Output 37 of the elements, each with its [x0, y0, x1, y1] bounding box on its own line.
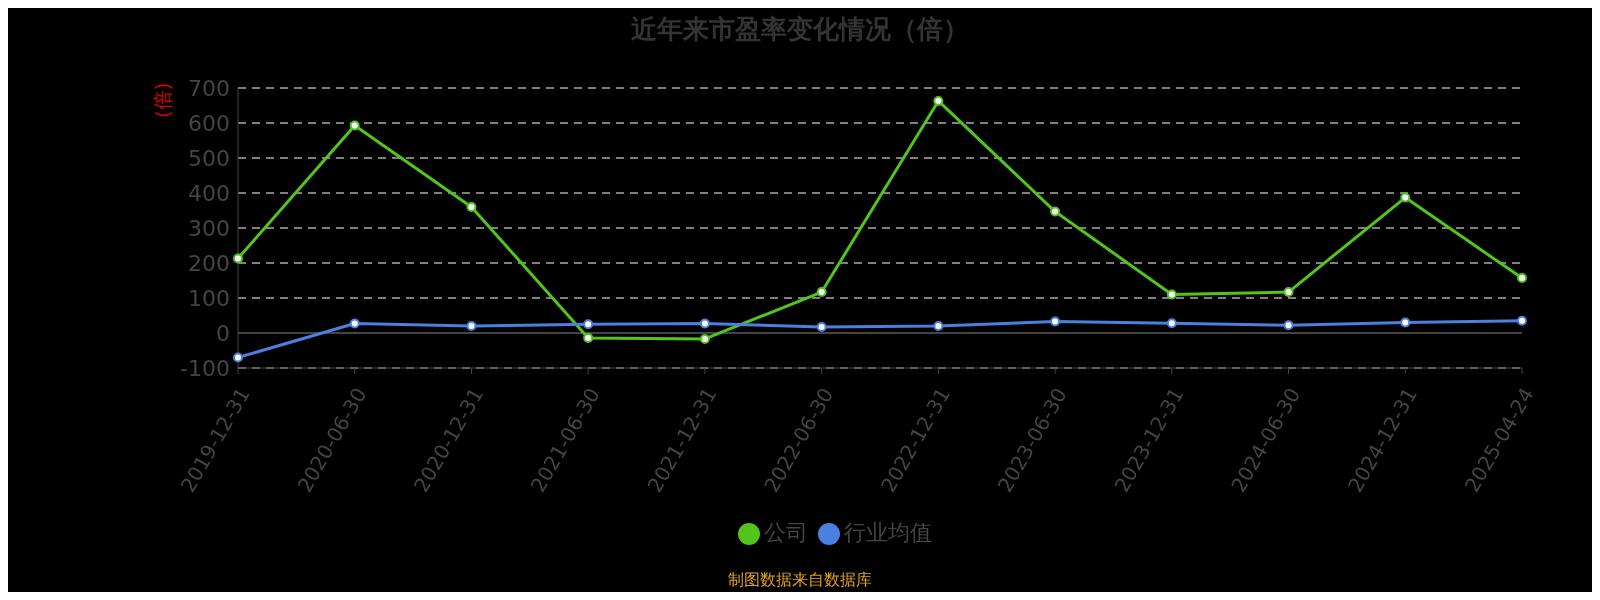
point: [816, 287, 827, 298]
text: 制图数据来自数据库: [727, 570, 873, 591]
legend-label: 公司: [764, 520, 808, 545]
point: [583, 319, 594, 330]
y-tick-label: 0: [216, 320, 230, 346]
point: [1517, 273, 1527, 284]
point: [933, 321, 944, 331]
point: [349, 120, 360, 131]
y-tick-label: 200: [188, 250, 230, 276]
point: [933, 95, 944, 106]
point: [233, 352, 243, 363]
y-axis-title: (倍): [151, 82, 176, 118]
point: [699, 333, 710, 344]
point: [1400, 317, 1411, 328]
y-tick-label: 400: [188, 180, 230, 206]
point: [349, 318, 360, 329]
point: [1050, 206, 1061, 217]
y-tick-label: -100: [180, 355, 230, 381]
point: [466, 321, 477, 331]
point: [1400, 192, 1411, 203]
point: [1283, 320, 1294, 331]
point: [583, 332, 594, 343]
point: [1166, 289, 1177, 300]
point: [699, 318, 710, 329]
point: [1166, 318, 1177, 329]
point: [1283, 287, 1294, 298]
point: [816, 322, 827, 333]
y-tick-label: 600: [188, 110, 230, 136]
y-tick-label: 700: [188, 75, 230, 101]
point: [1517, 315, 1527, 326]
legend-label: 行业均值: [844, 520, 932, 545]
y-tick-label: 300: [188, 215, 230, 241]
y-tick-label: 500: [188, 145, 230, 171]
y-tick-label: 100: [188, 285, 230, 311]
point: [466, 202, 477, 212]
point: [1050, 316, 1061, 327]
point: [233, 253, 243, 264]
